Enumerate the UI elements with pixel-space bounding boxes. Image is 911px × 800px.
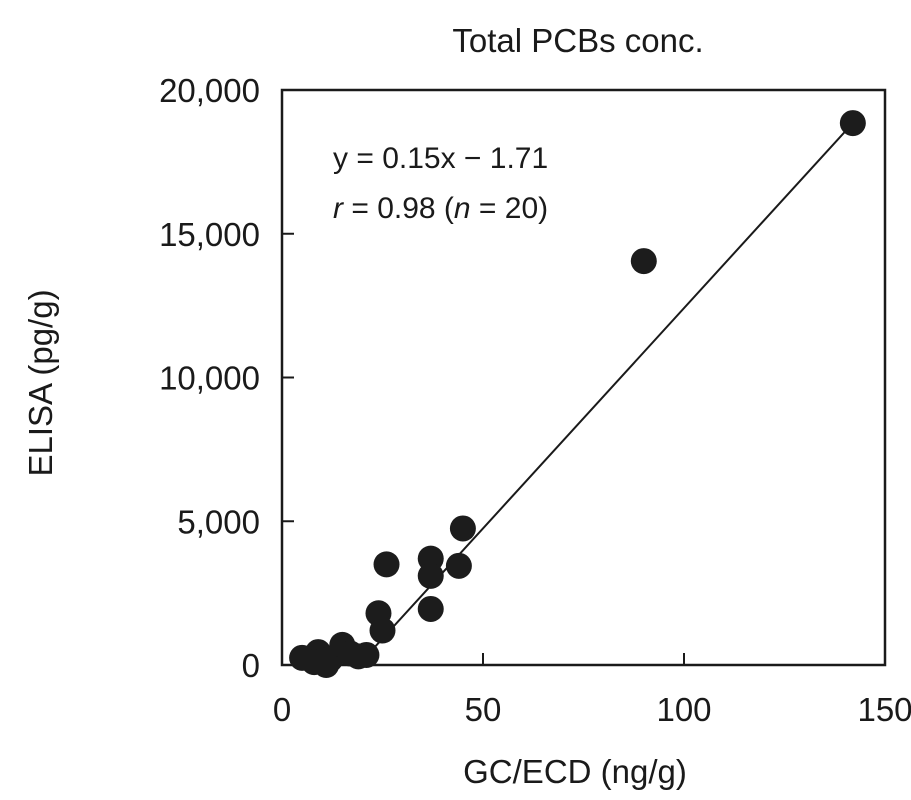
x-tick-label: 0 bbox=[273, 691, 291, 728]
x-axis-ticks: 0 50 100 150 bbox=[273, 653, 911, 728]
y-tick-label: 15,000 bbox=[159, 216, 260, 253]
data-point bbox=[353, 641, 380, 668]
y-tick-label: 20,000 bbox=[159, 72, 260, 109]
data-point bbox=[369, 617, 396, 644]
x-tick-label: 50 bbox=[465, 691, 502, 728]
data-points bbox=[289, 110, 866, 678]
y-tick-label: 0 bbox=[242, 647, 260, 684]
data-point bbox=[839, 110, 866, 137]
n-value: = 20) bbox=[471, 192, 549, 225]
data-point bbox=[630, 248, 657, 275]
chart-title: Total PCBs conc. bbox=[452, 22, 703, 59]
n-symbol: n bbox=[454, 192, 471, 225]
data-point bbox=[301, 649, 328, 676]
y-axis-label: ELISA (pg/g) bbox=[22, 289, 59, 476]
correlation-annotation: r = 0.98 (n = 20) bbox=[333, 192, 548, 225]
r-value: = 0.98 ( bbox=[343, 192, 454, 225]
data-point bbox=[445, 552, 472, 579]
y-tick-label: 10,000 bbox=[159, 360, 260, 397]
x-tick-label: 150 bbox=[857, 691, 911, 728]
y-axis-ticks: 0 5,000 10,000 15,000 20,000 bbox=[159, 72, 294, 684]
data-point bbox=[417, 562, 444, 589]
y-tick-label: 5,000 bbox=[177, 503, 260, 540]
x-axis-label: GC/ECD (ng/g) bbox=[463, 753, 687, 790]
plot-frame bbox=[280, 88, 887, 667]
data-point bbox=[373, 551, 400, 578]
equation-annotation: y = 0.15x − 1.71 bbox=[333, 142, 548, 175]
data-point bbox=[417, 595, 444, 622]
r-symbol: r bbox=[333, 192, 344, 225]
data-point bbox=[449, 515, 476, 542]
x-tick-label: 100 bbox=[656, 691, 711, 728]
